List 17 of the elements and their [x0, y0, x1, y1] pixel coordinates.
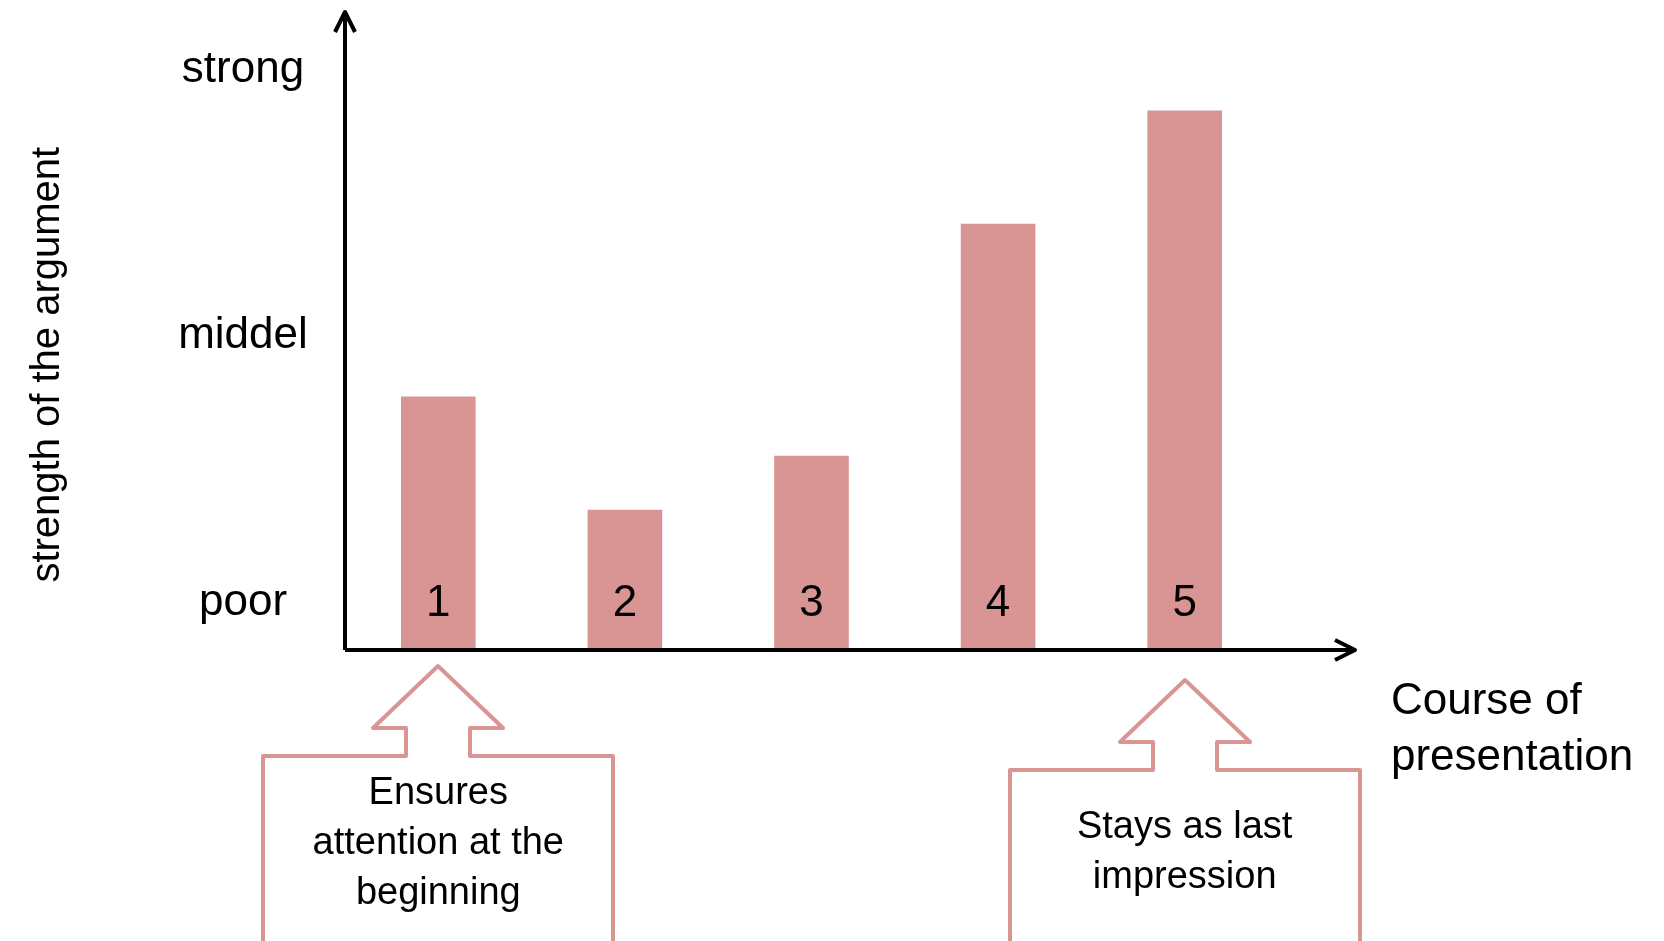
x-tick-label: 5 — [1172, 576, 1197, 626]
x-tick-label: 3 — [799, 576, 824, 626]
text: middel — [178, 308, 308, 358]
text: Ensures attention at the beginning — [311, 769, 565, 914]
x-tick-label: 4 — [985, 576, 1011, 626]
bar — [400, 396, 476, 650]
text: strong — [181, 42, 305, 92]
x-axis-title: Course of presentation — [1391, 674, 1634, 780]
bar — [587, 509, 663, 650]
bar — [1147, 110, 1223, 650]
bar — [774, 455, 849, 650]
x-tick-label: 2 — [612, 576, 638, 626]
text: Stays as last impression — [1075, 803, 1294, 898]
x-tick-label: 1 — [426, 576, 451, 626]
text: strength of the argument — [23, 146, 68, 583]
text: poor — [198, 574, 288, 624]
bar — [960, 223, 1036, 650]
